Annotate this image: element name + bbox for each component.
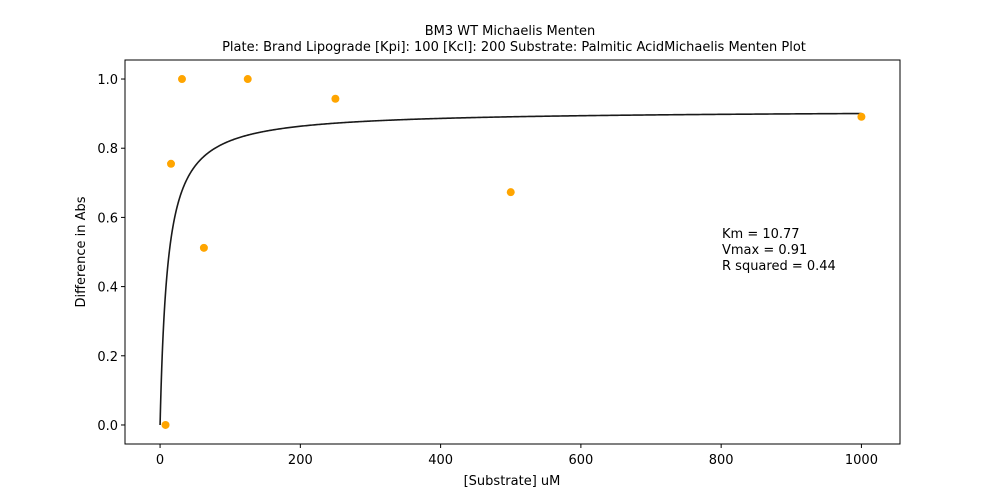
x-tick-label-0: 0 — [156, 453, 164, 468]
x-tick-label-4: 800 — [709, 453, 734, 468]
data-point-4 — [243, 75, 252, 84]
axis-ticks-layer: 0 200 400 600 800 1000 0.0 0.2 0.4 0.6 0.8 1.0 — [97, 73, 878, 468]
data-point-5 — [331, 94, 340, 103]
y-tick-label-5: 1.0 — [97, 73, 118, 88]
fit-curve-layer — [159, 112, 862, 425]
data-point-1 — [167, 159, 176, 168]
vmax-annotation: Vmax = 0.91 — [722, 243, 807, 258]
r-squared-annotation: R squared = 0.44 — [722, 259, 836, 274]
y-tick-label-3: 0.6 — [97, 211, 118, 226]
data-point-3 — [199, 243, 208, 252]
km-annotation: Km = 10.77 — [722, 227, 800, 242]
x-tick-label-1: 200 — [288, 453, 313, 468]
data-point-0 — [161, 420, 170, 429]
y-axis-label: Difference in Abs — [74, 196, 89, 307]
data-points-layer — [161, 75, 866, 429]
x-tick-label-2: 400 — [428, 453, 453, 468]
y-tick-label-1: 0.2 — [97, 350, 118, 365]
x-tick-label-5: 1000 — [845, 453, 878, 468]
y-tick-label-4: 0.8 — [97, 142, 118, 157]
chart-title-line1: BM3 WT Michaelis Menten — [425, 24, 596, 39]
chart-title-line2: Plate: Brand Lipograde [Kpi]: 100 [Kcl]:… — [222, 40, 806, 55]
data-point-7 — [857, 112, 866, 121]
data-point-2 — [177, 75, 186, 84]
y-tick-label-2: 0.4 — [97, 281, 118, 296]
fit-curve — [159, 112, 862, 425]
x-axis-label: [Substrate] uM — [464, 474, 561, 489]
plot-frame — [124, 59, 901, 445]
y-tick-label-0: 0.0 — [97, 419, 118, 434]
x-tick-label-3: 600 — [568, 453, 593, 468]
data-point-6 — [506, 188, 515, 197]
